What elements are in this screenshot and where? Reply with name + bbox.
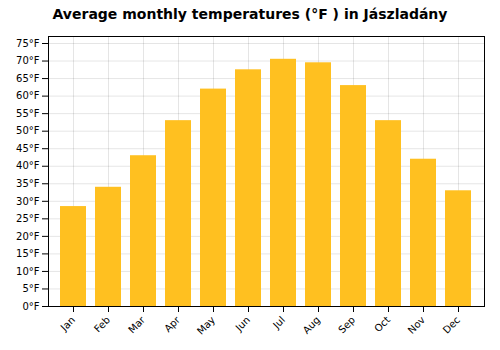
svg-text:Oct: Oct <box>372 314 392 334</box>
svg-text:Sep: Sep <box>336 314 357 335</box>
svg-text:Apr: Apr <box>162 314 183 335</box>
svg-text:70°F: 70°F <box>16 55 40 66</box>
svg-text:65°F: 65°F <box>16 73 40 84</box>
svg-text:15°F: 15°F <box>16 248 40 259</box>
html-text:Average monthly temperatures (: Average monthly temperatures (°F ) in Já… <box>52 6 448 22</box>
svg-text:35°F: 35°F <box>16 178 40 189</box>
svg-text:Mar: Mar <box>126 314 148 336</box>
svg-text:Aug: Aug <box>301 314 323 336</box>
svg-text:40°F: 40°F <box>16 160 40 171</box>
svg-text:Jan: Jan <box>58 314 77 333</box>
svg-text:May: May <box>195 314 217 336</box>
svg-text:25°F: 25°F <box>16 213 40 224</box>
svg-text:Dec: Dec <box>441 314 462 335</box>
svg-text:20°F: 20°F <box>16 231 40 242</box>
svg-text:60°F: 60°F <box>16 90 40 101</box>
svg-text:75°F: 75°F <box>16 38 40 49</box>
svg-text:0°F: 0°F <box>22 301 39 312</box>
svg-text:5°F: 5°F <box>22 283 39 294</box>
svg-text:55°F: 55°F <box>16 108 40 119</box>
svg-text:Nov: Nov <box>406 314 428 336</box>
svg-text:Jun: Jun <box>233 314 253 334</box>
svg-text:10°F: 10°F <box>16 266 40 277</box>
svg-text:Feb: Feb <box>92 314 112 334</box>
svg-text:50°F: 50°F <box>16 125 40 136</box>
svg-text:Jul: Jul <box>270 314 287 331</box>
svg-text:30°F: 30°F <box>16 196 40 207</box>
svg-text:45°F: 45°F <box>16 143 40 154</box>
